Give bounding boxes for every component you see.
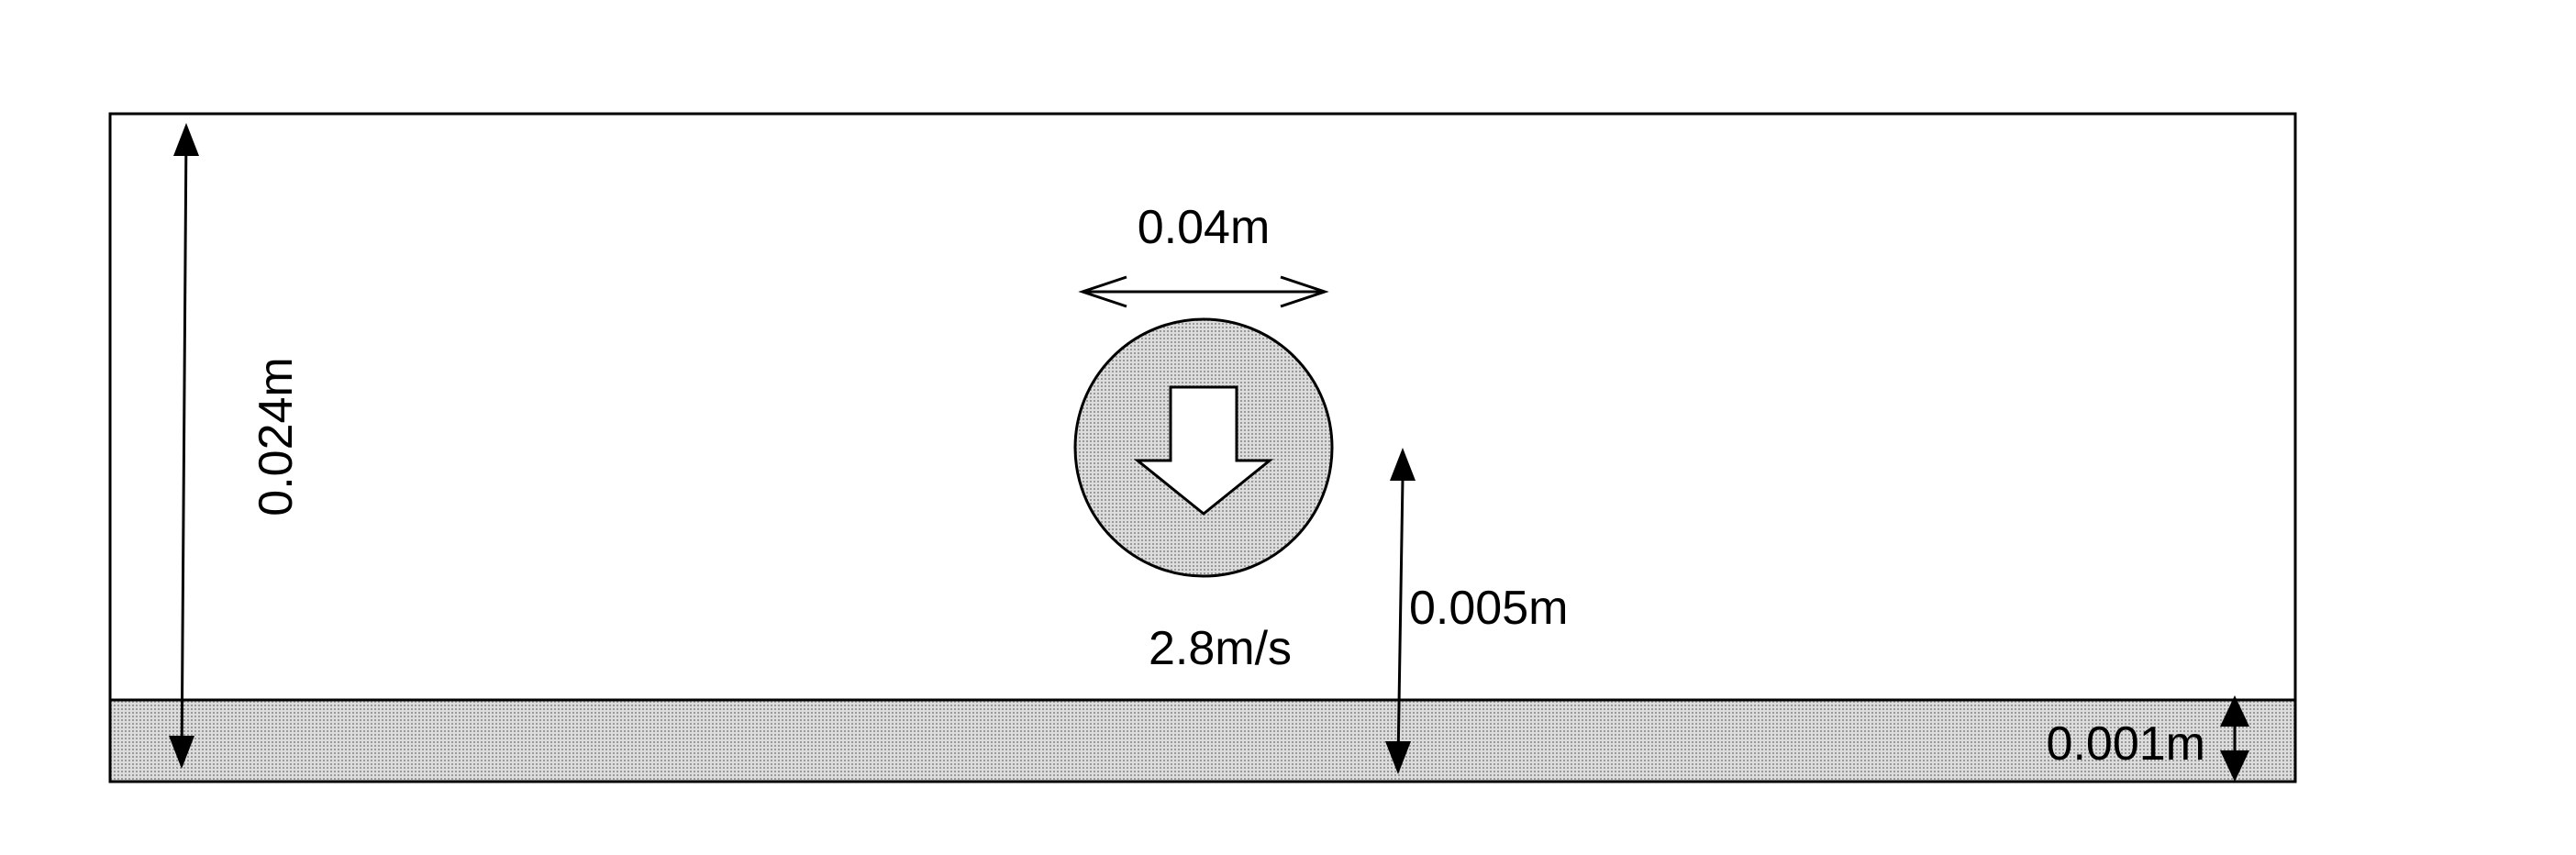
- cylinder-diameter-label: 0.04m: [1138, 201, 1271, 254]
- wall-thickness-arrowhead-top: [2220, 695, 2249, 727]
- diameter-arrowhead-right: [1280, 275, 1329, 308]
- gap-height-arrowhead-bottom: [1385, 741, 1411, 774]
- domain-height-arrowhead-bottom: [169, 736, 194, 769]
- velocity-label: 2.8m/s: [1149, 622, 1292, 675]
- domain-height-arrowhead-top: [173, 123, 199, 156]
- domain-height-label: 0.024m: [250, 357, 303, 516]
- gap-height-arrowhead-top: [1390, 448, 1416, 481]
- bottom-wall: [108, 698, 2297, 783]
- domain-height-dimension-arrow: [178, 128, 190, 767]
- wall-thickness-arrowhead-bottom: [2220, 750, 2249, 782]
- gap-height-dimension-arrow: [1396, 478, 1405, 762]
- gap-height-label: 0.005m: [1409, 582, 1568, 635]
- down-arrow-icon: [1133, 385, 1274, 516]
- wall-thickness-label: 0.001m: [2047, 717, 2205, 771]
- diameter-arrowhead-left: [1078, 275, 1127, 308]
